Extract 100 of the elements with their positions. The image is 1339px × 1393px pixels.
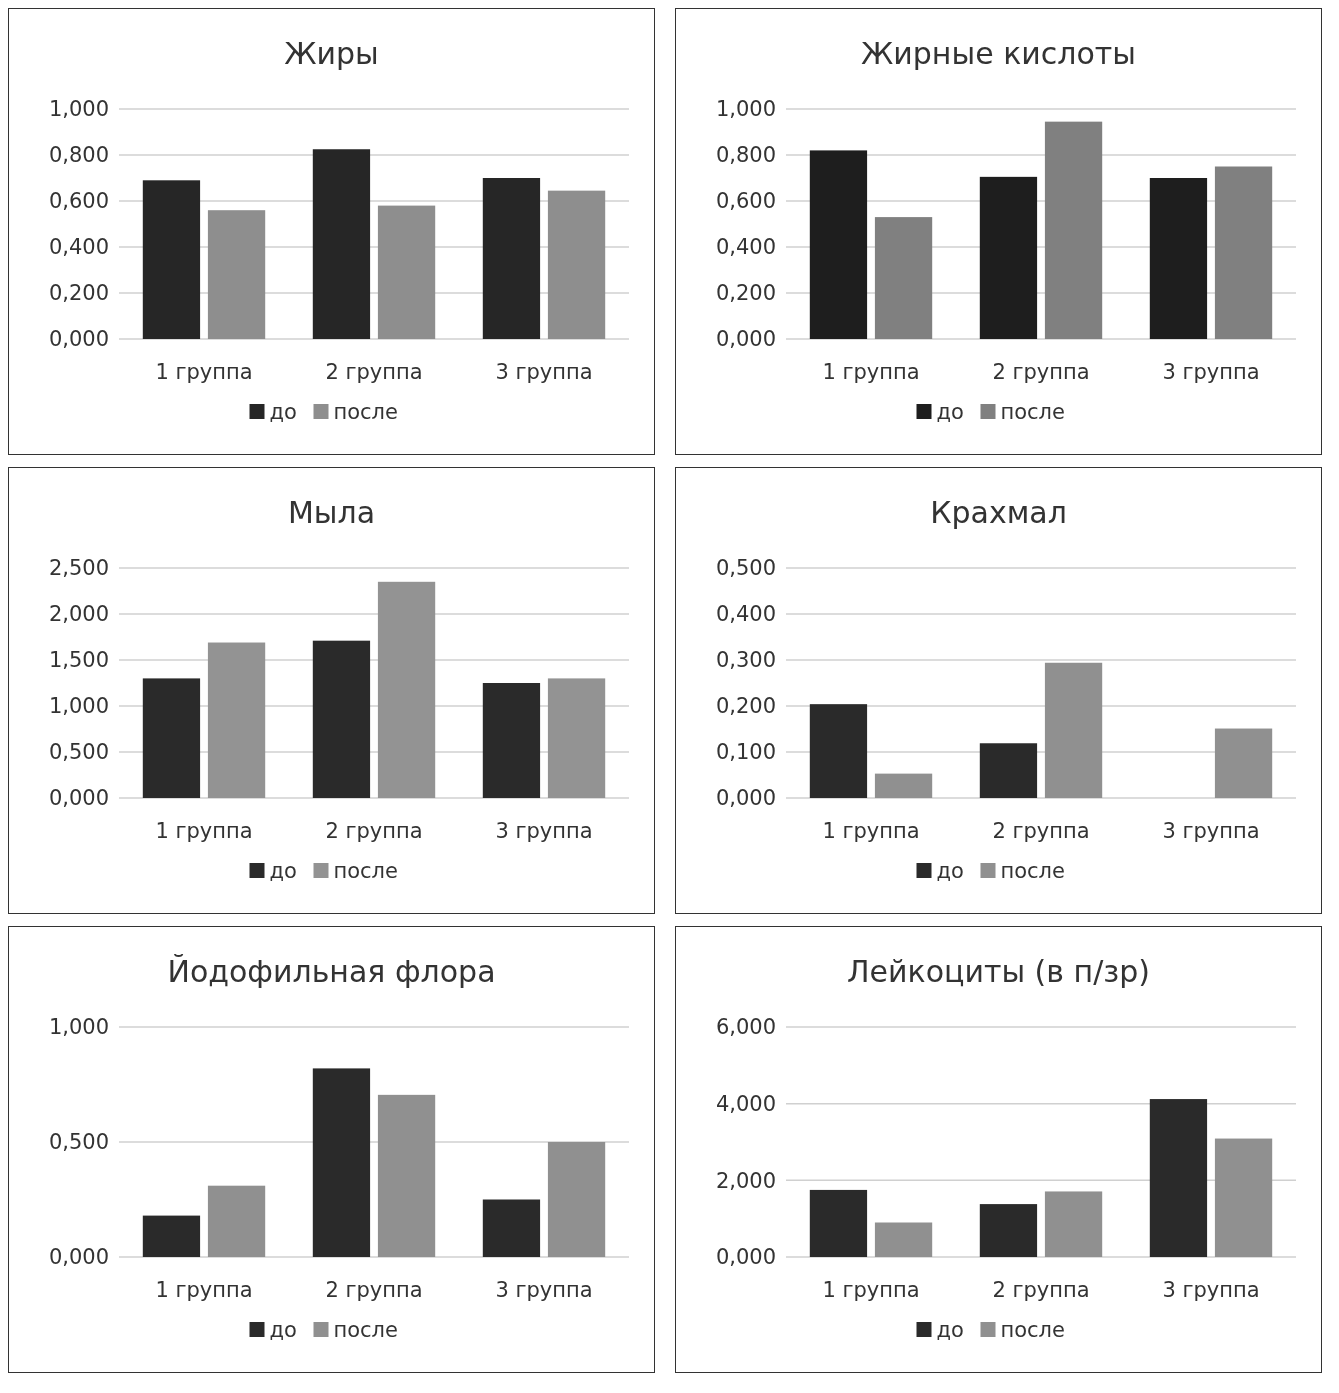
y-tick-label: 0,500 <box>715 556 776 581</box>
y-tick-label: 0,000 <box>715 786 776 811</box>
bar <box>1044 121 1103 339</box>
chart-title: Мыла <box>287 495 376 530</box>
x-tick-label: 2 группа <box>325 819 423 843</box>
x-tick-label: 2 группа <box>992 360 1090 384</box>
y-tick-label: 1,500 <box>48 648 109 673</box>
legend-label: после <box>333 1318 398 1343</box>
y-tick-label: 1,000 <box>48 1015 109 1040</box>
bar <box>1149 1099 1208 1257</box>
bar <box>809 150 868 339</box>
x-tick-label: 2 группа <box>325 360 423 384</box>
y-tick-label: 0,400 <box>48 235 109 260</box>
x-tick-label: 2 группа <box>325 1278 423 1302</box>
y-tick-label: 0,300 <box>715 648 776 673</box>
bar <box>979 743 1038 798</box>
legend-label: до <box>269 400 297 425</box>
bar <box>547 190 606 339</box>
x-tick-label: 1 группа <box>155 1278 253 1302</box>
legend-label: после <box>1000 1318 1065 1343</box>
x-tick-label: 3 группа <box>1162 1278 1260 1302</box>
bar <box>207 1185 266 1257</box>
x-tick-label: 3 группа <box>495 360 593 384</box>
bar <box>377 581 436 798</box>
x-tick-label: 2 группа <box>992 819 1090 843</box>
y-tick-label: 2,500 <box>48 556 109 581</box>
x-tick-label: 1 группа <box>822 1278 920 1302</box>
bar <box>874 217 933 339</box>
bar <box>1214 728 1273 798</box>
bar <box>1214 1138 1273 1257</box>
bar <box>1044 662 1103 798</box>
bar <box>547 678 606 798</box>
bar <box>809 1189 868 1257</box>
bar <box>377 1094 436 1257</box>
x-tick-label: 3 группа <box>495 1278 593 1302</box>
x-tick-label: 3 группа <box>1162 819 1260 843</box>
legend-label: после <box>333 400 398 425</box>
x-tick-label: 1 группа <box>155 819 253 843</box>
legend-label: до <box>936 1318 964 1343</box>
y-tick-label: 0,200 <box>715 281 776 306</box>
y-tick-label: 4,000 <box>715 1092 776 1117</box>
bar <box>1149 178 1208 339</box>
bar <box>1214 166 1273 339</box>
y-tick-label: 0,200 <box>715 694 776 719</box>
bar <box>142 1215 201 1257</box>
legend-label: до <box>936 859 964 884</box>
y-tick-label: 2,000 <box>715 1168 776 1193</box>
bar <box>142 678 201 798</box>
x-tick-label: 2 группа <box>992 1278 1090 1302</box>
legend-label: после <box>1000 400 1065 425</box>
y-tick-label: 0,500 <box>48 740 109 765</box>
chart-title: Лейкоциты (в п/зр) <box>847 954 1150 989</box>
y-tick-label: 0,400 <box>715 235 776 260</box>
x-tick-label: 1 группа <box>822 360 920 384</box>
y-tick-label: 0,000 <box>48 786 109 811</box>
y-tick-label: 0,800 <box>48 143 109 168</box>
y-tick-label: 1,000 <box>48 694 109 719</box>
chart-title: Крахмал <box>930 495 1067 530</box>
y-tick-label: 6,000 <box>715 1015 776 1040</box>
x-tick-label: 1 группа <box>155 360 253 384</box>
bar <box>874 773 933 798</box>
y-tick-label: 0,000 <box>48 1245 109 1270</box>
bar <box>482 1199 541 1257</box>
legend-label: после <box>1000 859 1065 884</box>
bar <box>547 1142 606 1257</box>
chart-title: Жирные кислоты <box>861 36 1136 71</box>
x-tick-label: 3 группа <box>495 819 593 843</box>
y-tick-label: 0,000 <box>48 327 109 352</box>
y-tick-label: 0,000 <box>715 327 776 352</box>
bar <box>377 205 436 339</box>
bar <box>874 1222 933 1257</box>
y-tick-label: 1,000 <box>715 97 776 122</box>
y-tick-label: 1,000 <box>48 97 109 122</box>
bar <box>312 149 371 339</box>
bar <box>1044 1191 1103 1257</box>
y-tick-label: 0,600 <box>48 189 109 214</box>
bar <box>312 640 371 798</box>
bar <box>142 180 201 339</box>
bar <box>482 683 541 798</box>
y-tick-label: 0,500 <box>48 1130 109 1155</box>
legend-label: до <box>269 1318 297 1343</box>
y-tick-label: 2,000 <box>48 602 109 627</box>
bar <box>207 210 266 339</box>
bar <box>312 1068 371 1257</box>
x-tick-label: 1 группа <box>822 819 920 843</box>
y-tick-label: 0,400 <box>715 602 776 627</box>
bar <box>979 176 1038 339</box>
legend-label: до <box>936 400 964 425</box>
x-tick-label: 3 группа <box>1162 360 1260 384</box>
bar <box>809 704 868 798</box>
chart-title: Жиры <box>284 36 379 71</box>
y-tick-label: 0,200 <box>48 281 109 306</box>
y-tick-label: 0,100 <box>715 740 776 765</box>
y-tick-label: 0,000 <box>715 1245 776 1270</box>
bar <box>207 642 266 798</box>
y-tick-label: 0,800 <box>715 143 776 168</box>
legend-label: до <box>269 859 297 884</box>
chart-title: Йодофильная флора <box>167 954 496 989</box>
bar <box>979 1204 1038 1257</box>
y-tick-label: 0,600 <box>715 189 776 214</box>
